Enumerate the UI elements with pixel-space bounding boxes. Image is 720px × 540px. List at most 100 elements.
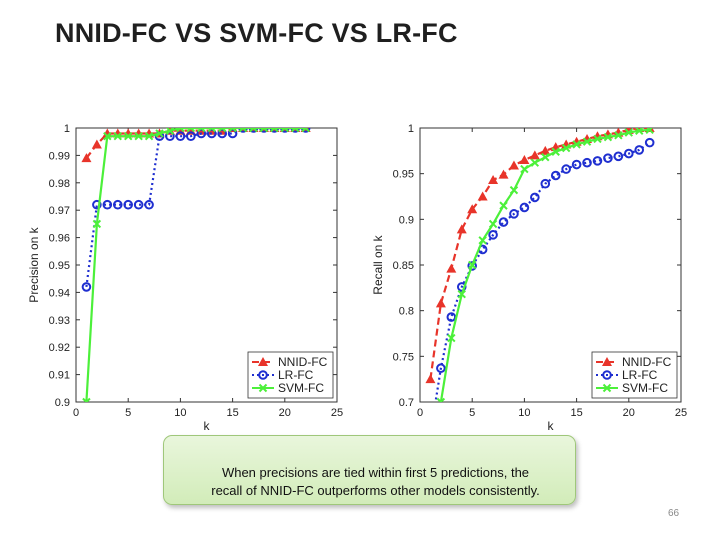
data-point-svm (92, 219, 102, 229)
data-point-lr (259, 128, 269, 133)
data-point-lr (613, 151, 624, 162)
y-tick-label: 0.92 (49, 342, 70, 354)
legend-marker-lr (258, 370, 268, 380)
data-point-svm (509, 185, 519, 195)
legend-marker-nnid (258, 357, 268, 366)
data-point-svm (572, 140, 581, 149)
data-point-svm (520, 164, 529, 174)
data-point-lr (269, 128, 280, 133)
data-point-svm (228, 128, 237, 133)
data-point-lr (644, 137, 655, 148)
data-point-svm (186, 128, 196, 133)
data-point-svm (82, 397, 91, 402)
data-point-svm (499, 201, 508, 210)
data-point-svm (134, 132, 143, 141)
data-point-svm (291, 128, 300, 133)
data-point-lr (196, 128, 207, 139)
data-point-lr (175, 131, 186, 142)
x-axis-label: k (548, 419, 555, 433)
legend-marker-svm (602, 383, 612, 393)
x-tick-label: 10 (518, 407, 530, 419)
data-point-lr (133, 199, 144, 210)
series-line-nnid (429, 128, 650, 380)
data-point-nnid (446, 263, 457, 273)
y-tick-label: 0.75 (393, 351, 414, 363)
data-point-svm (280, 128, 290, 133)
x-tick-label: 0 (73, 407, 79, 419)
x-tick-label: 20 (279, 407, 291, 419)
x-tick-label: 25 (675, 407, 687, 419)
legend-label-svm: SVM-FC (278, 381, 324, 395)
data-point-nnid (196, 128, 207, 135)
data-point-svm (238, 128, 248, 133)
y-tick-label: 1 (64, 123, 70, 135)
data-point-lr (561, 164, 571, 174)
y-tick-label: 0.9 (399, 214, 414, 226)
data-point-lr (571, 159, 582, 170)
data-point-svm (467, 260, 477, 270)
y-tick-label: 0.99 (49, 150, 70, 162)
y-tick-label: 0.8 (399, 306, 414, 318)
data-point-svm (301, 128, 310, 133)
y-tick-label: 0.95 (393, 169, 414, 181)
data-point-lr (624, 148, 634, 159)
callout-box: When precisions are tied within first 5 … (163, 435, 576, 505)
data-point-nnid (435, 298, 446, 308)
data-point-svm (113, 132, 122, 141)
data-point-lr (300, 128, 311, 133)
data-point-svm (488, 219, 498, 229)
data-point-lr (467, 261, 477, 271)
y-tick-label: 0.97 (49, 205, 70, 217)
x-tick-label: 20 (623, 407, 635, 419)
x-tick-label: 5 (125, 407, 131, 419)
data-point-svm (551, 147, 560, 156)
data-point-lr (217, 128, 227, 139)
series-line-svm (439, 128, 650, 402)
data-point-nnid (217, 128, 228, 135)
data-point-svm (155, 129, 164, 138)
legend-label-nnid: NNID-FC (622, 355, 672, 369)
data-point-lr (509, 209, 519, 219)
legend-label-lr: LR-FC (278, 368, 314, 382)
y-tick-label: 0.93 (49, 315, 70, 327)
data-point-svm (645, 128, 654, 135)
data-point-nnid (529, 150, 540, 160)
data-point-lr (550, 170, 561, 181)
series-line-svm (85, 128, 306, 402)
data-point-svm (561, 143, 571, 153)
x-tick-label: 15 (226, 407, 238, 419)
callout-line-2: recall of NNID-FC outperforms other mode… (211, 483, 540, 498)
data-point-svm (103, 132, 112, 141)
data-point-svm (603, 132, 613, 142)
data-point-lr (238, 128, 248, 133)
callout-line-1: When precisions are tied within first 5 … (221, 465, 530, 480)
legend-label-svm: SVM-FC (622, 381, 668, 395)
legend-marker-lr (602, 370, 612, 380)
data-point-nnid (425, 374, 436, 384)
data-point-svm (582, 137, 592, 146)
data-point-svm (270, 128, 279, 133)
data-point-lr (498, 217, 509, 227)
data-point-nnid (508, 160, 519, 170)
x-tick-label: 10 (174, 407, 186, 419)
data-point-lr (540, 178, 551, 189)
data-point-lr (280, 128, 290, 133)
data-point-nnid (206, 128, 217, 135)
data-point-lr (488, 230, 498, 240)
series-line-nnid (85, 128, 306, 159)
y-tick-label: 0.95 (49, 260, 70, 272)
data-point-lr (592, 156, 603, 166)
data-point-lr (519, 202, 530, 213)
data-point-svm (530, 158, 540, 167)
legend-marker-svm (258, 383, 268, 393)
legend-label-lr: LR-FC (622, 368, 658, 382)
data-point-lr (436, 363, 446, 374)
data-point-lr (112, 199, 123, 210)
x-tick-label: 25 (331, 407, 343, 419)
data-point-svm (478, 236, 487, 245)
x-tick-label: 15 (570, 407, 582, 419)
y-tick-label: 0.85 (393, 260, 414, 272)
data-point-svm (624, 128, 634, 137)
